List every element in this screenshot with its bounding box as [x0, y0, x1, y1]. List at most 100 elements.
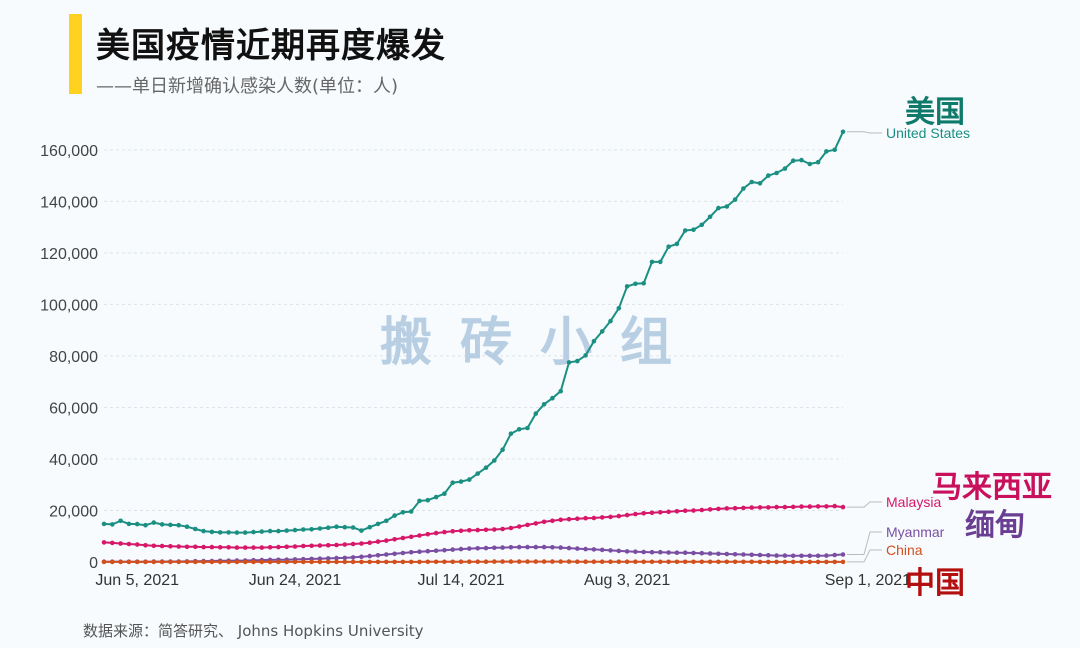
series-end-label: Myanmar [886, 524, 945, 540]
data-point [442, 529, 447, 535]
data-point [533, 411, 539, 416]
y-tick-label: 100,000 [40, 297, 98, 314]
data-point [815, 559, 821, 565]
data-point [400, 550, 406, 556]
data-point [433, 559, 439, 565]
data-point [666, 550, 671, 555]
data-point [350, 555, 356, 560]
data-point [408, 559, 414, 565]
data-point [110, 559, 115, 565]
data-point [334, 542, 339, 548]
data-point [682, 559, 688, 565]
data-point [757, 552, 763, 558]
data-point [649, 510, 655, 516]
data-point [633, 511, 638, 517]
data-point [134, 521, 140, 527]
data-point [184, 559, 190, 565]
data-point [442, 491, 447, 497]
data-point [118, 559, 123, 565]
data-point [516, 559, 522, 564]
data-point [516, 544, 522, 550]
data-point [392, 537, 397, 542]
data-point [782, 559, 788, 565]
data-point [143, 559, 148, 565]
data-point [633, 549, 638, 554]
data-point [616, 513, 622, 519]
data-point [251, 559, 256, 565]
data-point [741, 505, 746, 511]
data-point [209, 559, 215, 565]
leader-line [847, 549, 882, 563]
x-tick-label: Aug 3, 2021 [584, 572, 670, 589]
data-point [716, 506, 721, 512]
data-point [425, 548, 431, 554]
data-point [774, 559, 779, 565]
data-point [815, 159, 821, 165]
data-point [716, 551, 721, 557]
data-point [384, 518, 389, 524]
data-point [724, 551, 730, 557]
data-point [193, 526, 198, 532]
data-point [558, 517, 563, 523]
data-point [649, 549, 655, 555]
data-point [682, 550, 688, 555]
data-point [691, 508, 696, 513]
data-point [624, 284, 630, 289]
data-point [724, 506, 730, 511]
data-point [691, 559, 696, 565]
data-point [766, 559, 771, 565]
data-point [782, 166, 788, 171]
data-point [309, 527, 314, 532]
page-subtitle: ——单日新增确认感染人数(单位：人) [96, 76, 399, 97]
data-point [724, 559, 730, 565]
data-point [624, 559, 630, 564]
data-point [483, 527, 489, 533]
data-point [168, 522, 173, 528]
data-point [267, 559, 273, 565]
data-point [325, 559, 331, 565]
series-line-malaysia [103, 505, 844, 549]
data-point [500, 447, 505, 453]
data-point [367, 524, 373, 530]
data-point [500, 526, 505, 532]
data-point [658, 559, 663, 565]
data-point [516, 427, 522, 432]
data-point [267, 545, 273, 550]
data-point [226, 559, 231, 565]
data-point [832, 147, 837, 153]
data-point [317, 526, 323, 531]
data-point [699, 550, 705, 556]
series-cn-label: 缅甸 [965, 508, 1025, 543]
data-point [284, 544, 290, 550]
data-point [475, 546, 481, 551]
data-point [533, 559, 539, 564]
data-point [550, 545, 555, 550]
data-point [674, 241, 680, 247]
data-point [276, 544, 281, 550]
data-point [575, 516, 580, 521]
data-point [467, 477, 472, 482]
leader-line [847, 131, 882, 134]
data-point [599, 559, 605, 564]
data-point [259, 529, 265, 534]
data-point [159, 543, 165, 549]
page-title: 美国疫情近期再度爆发 [96, 26, 446, 66]
data-point [591, 338, 597, 344]
data-point [799, 559, 804, 565]
data-point [824, 149, 829, 154]
data-point [516, 524, 522, 529]
data-point [666, 244, 671, 249]
data-point [558, 388, 563, 394]
data-point [674, 550, 680, 555]
data-point [392, 551, 397, 557]
data-point [757, 181, 763, 186]
data-point [591, 515, 597, 521]
series-line-myanmar [104, 546, 844, 563]
y-tick-label: 160,000 [40, 143, 98, 160]
data-point [392, 513, 397, 518]
data-point [666, 509, 671, 515]
data-point [525, 425, 530, 431]
data-point [467, 528, 472, 533]
data-point [599, 547, 605, 553]
